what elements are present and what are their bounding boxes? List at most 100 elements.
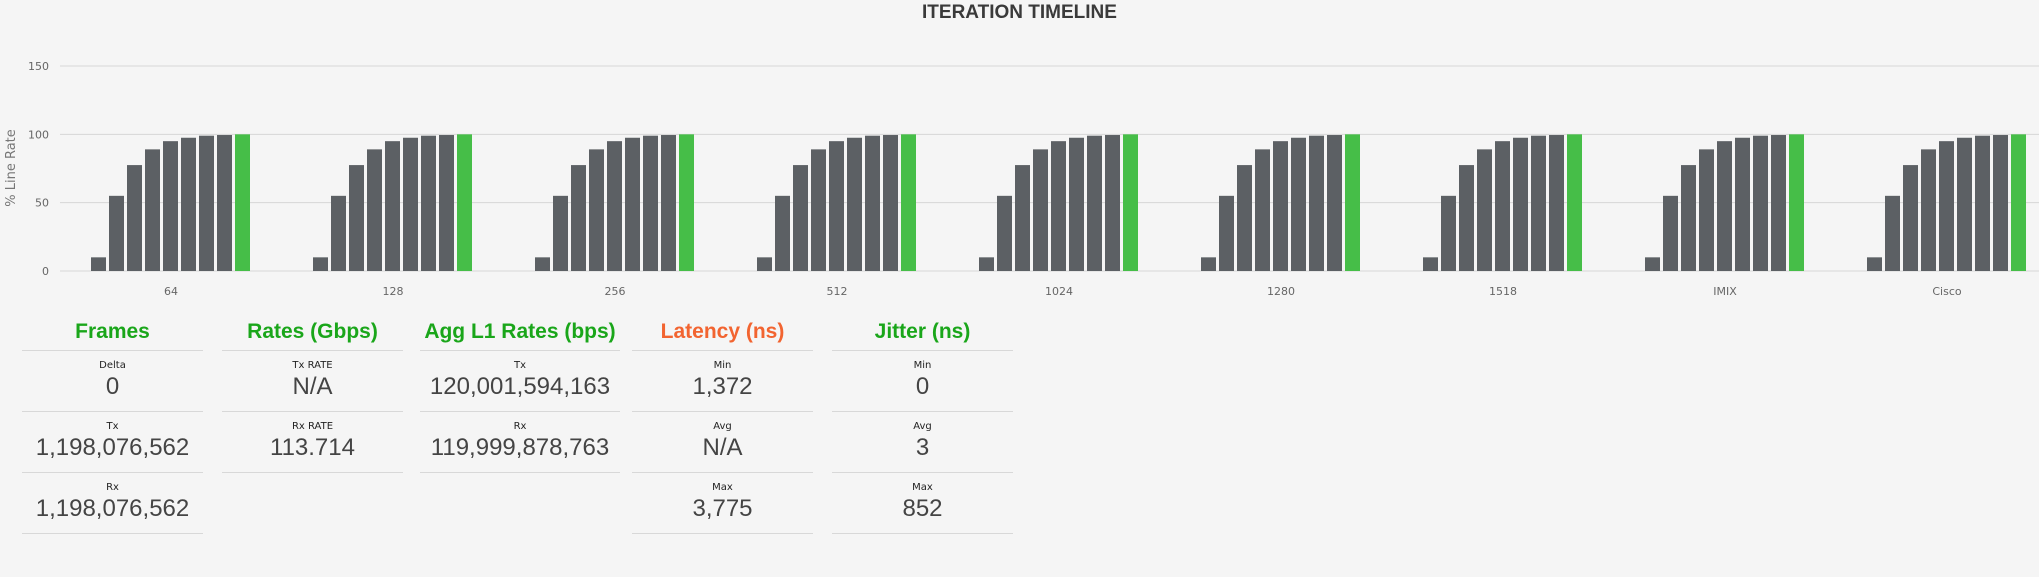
bar-iteration <box>1975 135 1990 271</box>
x-tick-label: 1280 <box>1267 285 1295 298</box>
bar-iteration <box>1459 165 1474 271</box>
bar-final <box>901 134 916 271</box>
stat-value: 1,198,076,562 <box>35 495 190 522</box>
stat-label: Delta <box>99 360 126 371</box>
x-tick-label: IMIX <box>1713 285 1737 298</box>
bar-iteration <box>1033 149 1048 271</box>
stat-rx-rate: Rx RATE 113.714 <box>222 412 403 473</box>
stat-rx: Rx 119,999,878,763 <box>420 412 620 473</box>
stat-label: Avg <box>713 421 732 432</box>
chart-title: ITERATION TIMELINE <box>922 2 1117 23</box>
x-tick-label: Cisco <box>1932 285 1962 298</box>
bar-iteration <box>625 137 640 271</box>
bar-iteration <box>1105 135 1120 271</box>
bar-final <box>1789 134 1804 271</box>
bar-iteration <box>1993 135 2008 271</box>
stat-min: Min 1,372 <box>632 351 813 412</box>
bar-iteration <box>1237 165 1252 271</box>
y-axis-title: % Line Rate <box>4 129 19 207</box>
panel-title: Jitter (ns) <box>832 318 1013 351</box>
bar-iteration <box>1939 141 1954 271</box>
bar-iteration <box>1219 195 1234 271</box>
bar-iteration <box>1291 137 1306 271</box>
bar-final <box>1123 134 1138 271</box>
bar-iteration <box>1051 141 1066 271</box>
x-tick-label: 64 <box>164 285 178 298</box>
bar-final <box>2011 134 2026 271</box>
bar-iteration <box>163 141 178 271</box>
x-tick-label: 256 <box>605 285 626 298</box>
stat-label: Rx RATE <box>291 421 334 432</box>
bar-iteration <box>757 257 772 271</box>
stat-avg: Avg N/A <box>632 412 813 473</box>
stat-value: 852 <box>902 495 943 522</box>
bar-iteration <box>1549 135 1564 271</box>
bar-iteration <box>1957 137 1972 271</box>
bar-iteration <box>1201 257 1216 271</box>
stat-rx: Rx 1,198,076,562 <box>22 473 203 534</box>
stat-delta: Delta 0 <box>22 351 203 412</box>
bar-iteration <box>643 135 658 271</box>
bar-iteration <box>1885 195 1900 271</box>
bar-final <box>235 134 250 271</box>
x-tick-label: 128 <box>383 285 404 298</box>
stat-label: Tx <box>513 360 527 371</box>
bar-iteration <box>1087 135 1102 271</box>
y-tick-label: 0 <box>42 265 49 278</box>
stat-label: Rx <box>513 421 527 432</box>
bar-iteration <box>367 149 382 271</box>
bar-iteration <box>403 137 418 271</box>
bar-iteration <box>589 149 604 271</box>
stat-label: Tx <box>106 421 119 432</box>
bar-iteration <box>571 165 586 271</box>
stat-label: Max <box>712 482 733 493</box>
stat-value: 3,775 <box>692 495 753 522</box>
bar-iteration <box>421 135 436 271</box>
bar-final <box>679 134 694 271</box>
panel-title: Latency (ns) <box>632 318 813 351</box>
bar-iteration <box>1255 149 1270 271</box>
bar-iteration <box>553 195 568 271</box>
bar-iteration <box>829 141 844 271</box>
bar-iteration <box>199 135 214 271</box>
bar-iteration <box>1753 135 1768 271</box>
bar-iteration <box>109 195 124 271</box>
y-tick-label: 150 <box>28 60 49 73</box>
frames-panel: Frames Delta 0 Tx 1,198,076,562 Rx 1,198,07… <box>22 318 203 534</box>
bar-iteration <box>91 257 106 271</box>
x-tick-label: 1518 <box>1489 285 1517 298</box>
bar-iteration <box>1735 137 1750 271</box>
bar-final <box>1345 134 1360 271</box>
bar-iteration <box>1477 149 1492 271</box>
bar-iteration <box>607 141 622 271</box>
bar-final <box>457 134 472 271</box>
panel-title: Agg L1 Rates (bps) <box>420 318 620 351</box>
bar-iteration <box>811 149 826 271</box>
bar-iteration <box>793 165 808 271</box>
stat-max: Max 852 <box>832 473 1013 534</box>
bar-iteration <box>997 195 1012 271</box>
bar-iteration <box>775 195 790 271</box>
bar-iteration <box>535 257 550 271</box>
bar-iteration <box>1867 257 1882 271</box>
stat-label: Max <box>912 482 933 493</box>
stat-label: Tx RATE <box>292 360 333 371</box>
y-tick-label: 100 <box>28 128 49 141</box>
stat-value: N/A <box>702 434 743 461</box>
bar-iteration <box>847 137 862 271</box>
bar-iteration <box>1327 135 1342 271</box>
bar-iteration <box>883 135 898 271</box>
bar-iteration <box>1513 137 1528 271</box>
stat-tx: Tx 1,198,076,562 <box>22 412 203 473</box>
bar-iteration <box>1717 141 1732 271</box>
bar-iteration <box>661 135 676 271</box>
bar-iteration <box>1531 135 1546 271</box>
bar-iteration <box>1681 165 1696 271</box>
jitter-panel: Jitter (ns) Min 0 Avg 3 Max 852 <box>832 318 1013 534</box>
stat-tx-rate: Tx RATE N/A <box>222 351 403 412</box>
stat-value: 113.714 <box>270 434 355 461</box>
bar-iteration <box>1069 137 1084 271</box>
latency-panel: Latency (ns) Min 1,372 Avg N/A Max 3,775 <box>632 318 813 534</box>
bar-iteration <box>217 135 232 271</box>
stat-value: 120,001,594,163 <box>429 373 611 400</box>
